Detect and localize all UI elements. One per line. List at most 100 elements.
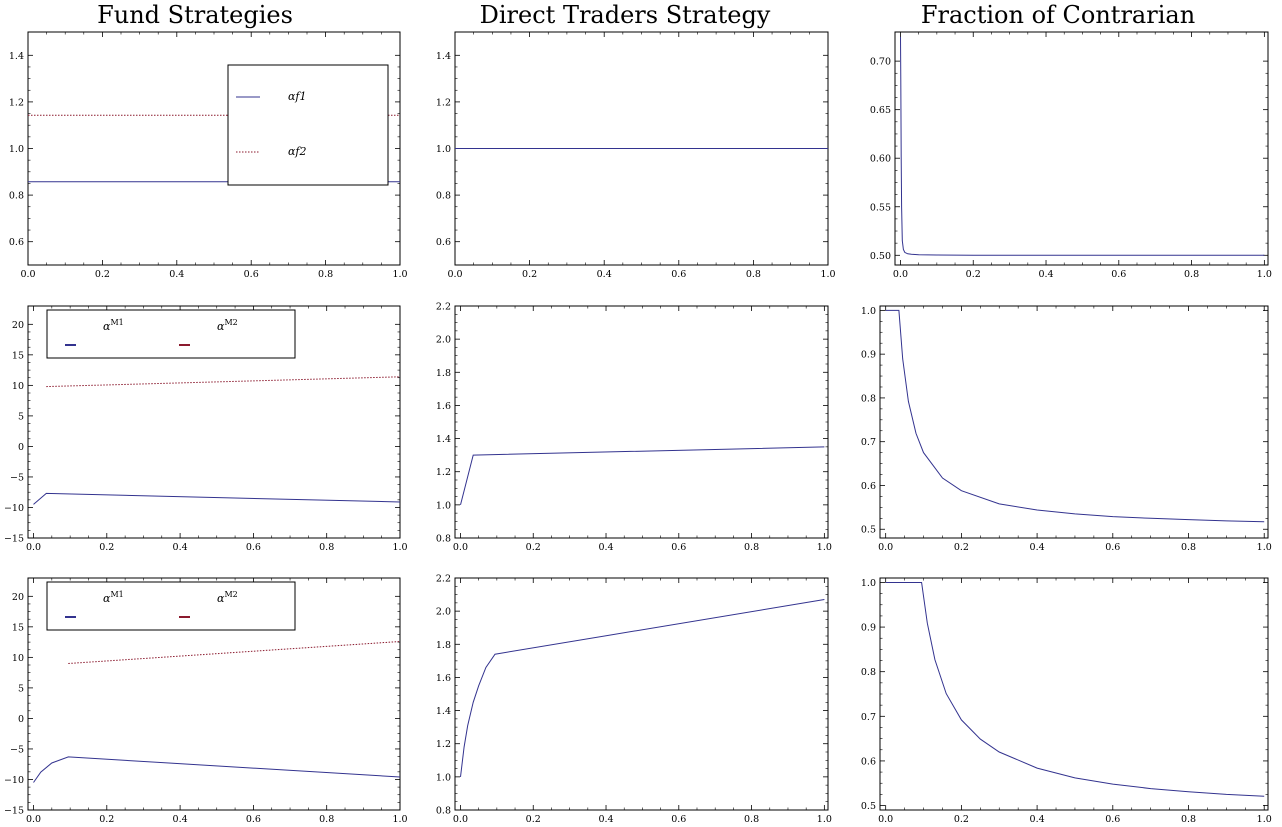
x-tick-label: 0.6 bbox=[671, 814, 686, 825]
x-tick-label: 1.0 bbox=[1257, 814, 1272, 825]
y-tick-label: 0.7 bbox=[861, 712, 876, 723]
y-tick-label: 0.60 bbox=[870, 154, 891, 165]
y-tick-label: 2.0 bbox=[436, 335, 451, 346]
y-tick-label: 0.8 bbox=[861, 393, 876, 404]
x-tick-label: 0.2 bbox=[954, 814, 969, 825]
legend-box bbox=[46, 581, 296, 631]
x-tick-label: 0.0 bbox=[453, 814, 468, 825]
x-tick-label: 0.0 bbox=[20, 269, 35, 280]
y-tick-label: 0.6 bbox=[861, 756, 876, 767]
x-tick-label: 0.8 bbox=[1184, 269, 1199, 280]
y-tick-label: −15 bbox=[4, 806, 24, 817]
y-tick-label: 0.70 bbox=[870, 57, 891, 68]
plot-frame bbox=[454, 577, 829, 811]
y-tick-label: 0.6 bbox=[436, 237, 451, 248]
legend-box bbox=[46, 309, 296, 359]
x-tick-label: 0.6 bbox=[244, 269, 259, 280]
y-tick-label: 0.65 bbox=[870, 105, 891, 116]
y-tick-label: 0.8 bbox=[436, 806, 451, 817]
x-tick-label: 0.6 bbox=[671, 269, 686, 280]
x-tick-label: 0.4 bbox=[1030, 542, 1045, 553]
column-title-fund-strategies: Fund Strategies bbox=[97, 1, 293, 29]
series-line-dotted bbox=[46, 376, 401, 388]
y-tick-label: 0.8 bbox=[9, 191, 24, 202]
panel-9: 0.0 0.2 0.4 0.6 0.8 1.0 0.5 0.6 0.7 0.8 0.9 1.0 bbox=[861, 577, 1272, 825]
y-tick-label: 1.0 bbox=[436, 500, 451, 511]
column-title-fraction-of-contrarian: Fraction of Contrarian bbox=[921, 1, 1195, 29]
y-tick-label: 1.0 bbox=[436, 772, 451, 783]
y-tick-label: 0.6 bbox=[861, 481, 876, 492]
y-tick-label: 2.2 bbox=[436, 574, 451, 585]
plot-frame bbox=[879, 577, 1269, 811]
x-tick-label: 1.0 bbox=[817, 542, 832, 553]
y-tick-label: −5 bbox=[10, 744, 24, 755]
y-tick-label: −15 bbox=[4, 534, 24, 545]
x-tick-label: 0.0 bbox=[453, 542, 468, 553]
x-tick-label: 0.0 bbox=[893, 269, 908, 280]
panel-1: 0.0 0.2 0.4 0.6 0.8 1.0 0.6 0.8 1.0 1.2 1.4 αf1 αf2 bbox=[9, 31, 408, 280]
y-tick-label: 0 bbox=[18, 442, 24, 453]
panel-6: 0.0 0.2 0.4 0.6 0.8 1.0 0.5 0.6 0.7 0.8 0.9 1.0 bbox=[861, 305, 1272, 553]
panel-8: 0.0 0.2 0.4 0.6 0.8 1.0 0.8 1.0 1.2 1.4 1.6 1.8 2.0 2… bbox=[436, 574, 832, 826]
y-tick-label: 1.8 bbox=[436, 640, 451, 651]
plot-frame bbox=[454, 305, 829, 539]
y-tick-label: 0.5 bbox=[861, 525, 876, 536]
x-tick-label: 0.2 bbox=[522, 269, 537, 280]
x-tick-label: 1.0 bbox=[392, 814, 407, 825]
y-tick-label: 0.6 bbox=[9, 237, 24, 248]
x-tick-label: 1.0 bbox=[820, 269, 835, 280]
y-tick-label: 15 bbox=[12, 350, 24, 361]
y-tick-label: 1.6 bbox=[436, 673, 451, 684]
series-line-solid bbox=[33, 756, 401, 783]
plot-frame bbox=[879, 305, 1269, 539]
x-tick-label: 1.0 bbox=[392, 542, 407, 553]
x-tick-label: 1.0 bbox=[392, 269, 407, 280]
y-tick-label: 10 bbox=[12, 653, 24, 664]
x-tick-label: 0.2 bbox=[99, 542, 114, 553]
x-tick-label: 0.8 bbox=[318, 269, 333, 280]
x-tick-label: 0.8 bbox=[746, 269, 761, 280]
y-tick-label: 1.4 bbox=[436, 706, 451, 717]
legend-label: αf1 bbox=[288, 90, 307, 103]
y-tick-label: 10 bbox=[12, 381, 24, 392]
x-tick-label: 0.8 bbox=[744, 542, 759, 553]
y-tick-label: 1.4 bbox=[436, 51, 451, 62]
x-tick-label: 0.0 bbox=[878, 814, 893, 825]
x-tick-label: 0.2 bbox=[526, 814, 541, 825]
panel-3: 0.0 0.2 0.4 0.6 0.8 1.0 0.50 0.55 0.60 0.65 0.70 bbox=[870, 31, 1272, 280]
x-tick-label: 0.6 bbox=[671, 542, 686, 553]
series-line-solid bbox=[33, 492, 401, 505]
y-tick-label: 1.0 bbox=[861, 306, 876, 317]
x-tick-label: 0.4 bbox=[1030, 814, 1045, 825]
x-tick-label: 0.6 bbox=[1111, 269, 1126, 280]
y-tick-label: 5 bbox=[18, 683, 24, 694]
x-tick-label: 0.8 bbox=[1181, 542, 1196, 553]
y-tick-label: 1.2 bbox=[9, 97, 24, 108]
series-line-solid bbox=[900, 36, 1265, 256]
panel-2: 0.0 0.2 0.4 0.6 0.8 1.0 0.6 0.8 1.0 1.2 1.4 bbox=[436, 31, 836, 280]
x-tick-label: 0.0 bbox=[26, 814, 41, 825]
y-tick-label: 1.4 bbox=[436, 434, 451, 445]
panel-5: 0.0 0.2 0.4 0.6 0.8 1.0 0.8 1.0 1.2 1.4 1.6 1.8 2.0 2… bbox=[436, 302, 832, 554]
legend-label: αf2 bbox=[288, 145, 307, 158]
x-tick-label: 0.4 bbox=[598, 542, 613, 553]
y-tick-label: 1.8 bbox=[436, 368, 451, 379]
y-tick-label: −10 bbox=[4, 503, 24, 514]
x-tick-label: 0.0 bbox=[447, 269, 462, 280]
y-tick-label: 1.2 bbox=[436, 739, 451, 750]
y-tick-label: 0.9 bbox=[861, 623, 876, 634]
x-tick-label: 0.6 bbox=[246, 814, 261, 825]
y-tick-label: −5 bbox=[10, 472, 24, 483]
y-tick-label: 0.8 bbox=[436, 534, 451, 545]
y-tick-label: 0.5 bbox=[861, 801, 876, 812]
y-tick-label: 2.0 bbox=[436, 607, 451, 618]
x-tick-label: 0.2 bbox=[95, 269, 110, 280]
y-tick-label: 1.0 bbox=[436, 144, 451, 155]
series-line-dotted bbox=[68, 641, 401, 664]
x-tick-label: 0.4 bbox=[1038, 269, 1053, 280]
x-tick-label: 0.2 bbox=[99, 814, 114, 825]
y-tick-label: 0.9 bbox=[861, 350, 876, 361]
y-tick-label: 0.7 bbox=[861, 437, 876, 448]
y-tick-label: 1.4 bbox=[9, 51, 24, 62]
